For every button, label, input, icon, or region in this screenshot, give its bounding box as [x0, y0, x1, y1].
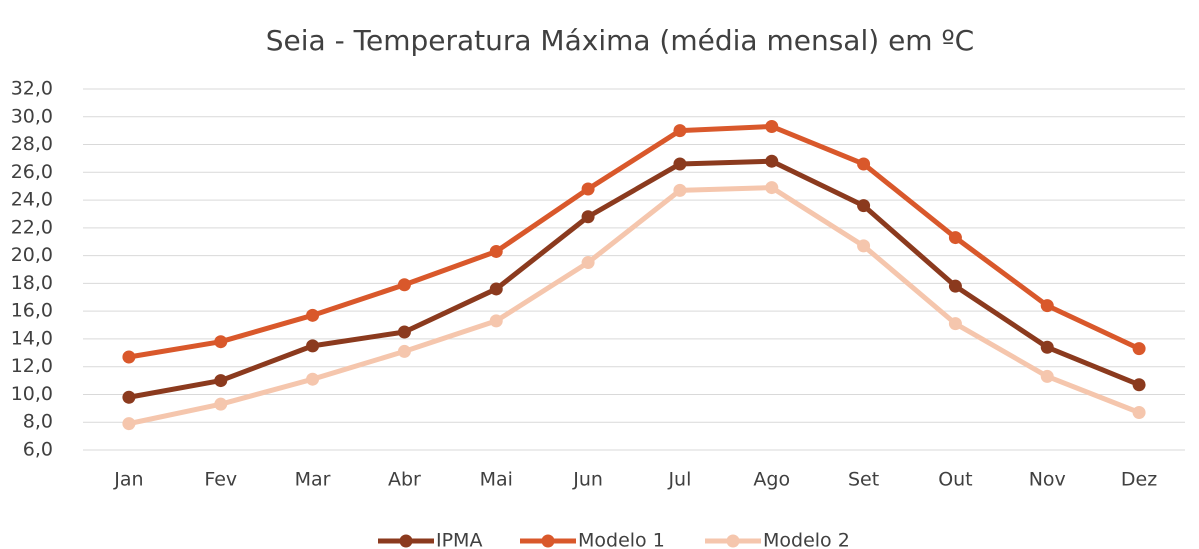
- y-tick-label: 32,0: [11, 78, 53, 100]
- legend-label: Modelo 1: [578, 530, 665, 549]
- data-point: [1132, 378, 1146, 392]
- x-tick-label: Jan: [113, 469, 143, 491]
- data-point: [489, 282, 503, 296]
- chart-title: Seia - Temperatura Máxima (média mensal)…: [266, 24, 974, 57]
- data-point: [765, 181, 779, 195]
- y-tick-label: 22,0: [11, 216, 53, 238]
- data-point: [948, 231, 962, 245]
- series-line: [128, 158, 1141, 400]
- data-point: [1040, 340, 1054, 354]
- data-point: [397, 344, 411, 358]
- data-point: [948, 279, 962, 293]
- data-point: [1040, 299, 1054, 313]
- x-tick-label: Out: [938, 469, 972, 491]
- data-point: [306, 308, 320, 322]
- data-point: [581, 256, 595, 270]
- legend-marker: [541, 534, 555, 548]
- data-point: [1132, 342, 1146, 356]
- data-point: [857, 199, 871, 213]
- y-tick-label: 12,0: [11, 355, 53, 377]
- y-tick-label: 18,0: [11, 272, 53, 294]
- data-point: [857, 157, 871, 171]
- x-tick-label: Fev: [204, 469, 237, 491]
- legend-marker: [399, 534, 413, 548]
- legend-label: IPMA: [436, 530, 482, 549]
- x-tick-label: Jun: [572, 469, 603, 491]
- y-tick-label: 16,0: [11, 300, 53, 322]
- y-tick-label: 26,0: [11, 161, 53, 183]
- x-tick-label: Set: [848, 469, 879, 491]
- data-point: [397, 325, 411, 339]
- legend-label: Modelo 2: [763, 530, 850, 549]
- series-line: [128, 185, 1140, 427]
- data-point: [857, 239, 871, 253]
- y-tick-label: 28,0: [11, 133, 53, 155]
- x-tick-label: Dez: [1121, 469, 1157, 491]
- data-point: [306, 339, 320, 353]
- x-tick-label: Nov: [1029, 469, 1066, 491]
- data-point: [581, 210, 595, 224]
- data-point: [489, 244, 503, 258]
- x-tick-label: Abr: [388, 469, 421, 491]
- data-point: [214, 335, 228, 349]
- data-point: [765, 154, 779, 168]
- data-point: [673, 124, 687, 138]
- x-tick-label: Mai: [480, 469, 513, 491]
- y-tick-label: 14,0: [11, 327, 53, 349]
- x-tick-label: Mar: [295, 469, 331, 491]
- data-point: [397, 278, 411, 292]
- data-point: [1040, 369, 1054, 383]
- data-point: [1132, 406, 1146, 420]
- y-tick-label: 30,0: [11, 105, 53, 127]
- x-tick-label: Jul: [667, 469, 691, 491]
- data-point: [122, 350, 136, 364]
- data-point: [122, 390, 136, 404]
- legend-marker: [726, 534, 740, 548]
- y-tick-label: 10,0: [11, 383, 53, 405]
- y-tick-label: 20,0: [11, 244, 53, 266]
- data-point: [122, 417, 136, 431]
- data-point: [306, 372, 320, 386]
- data-point: [765, 119, 779, 133]
- y-tick-label: 8,0: [23, 411, 53, 433]
- data-point: [581, 182, 595, 196]
- y-tick-label: 24,0: [11, 189, 53, 211]
- x-tick-label: Ago: [753, 469, 790, 491]
- data-point: [673, 157, 687, 171]
- series-line: [128, 123, 1141, 360]
- data-point: [214, 374, 228, 388]
- data-point: [673, 183, 687, 197]
- data-point: [214, 397, 228, 411]
- y-tick-label: 6,0: [23, 439, 53, 461]
- data-point: [948, 317, 962, 331]
- data-point: [489, 314, 503, 328]
